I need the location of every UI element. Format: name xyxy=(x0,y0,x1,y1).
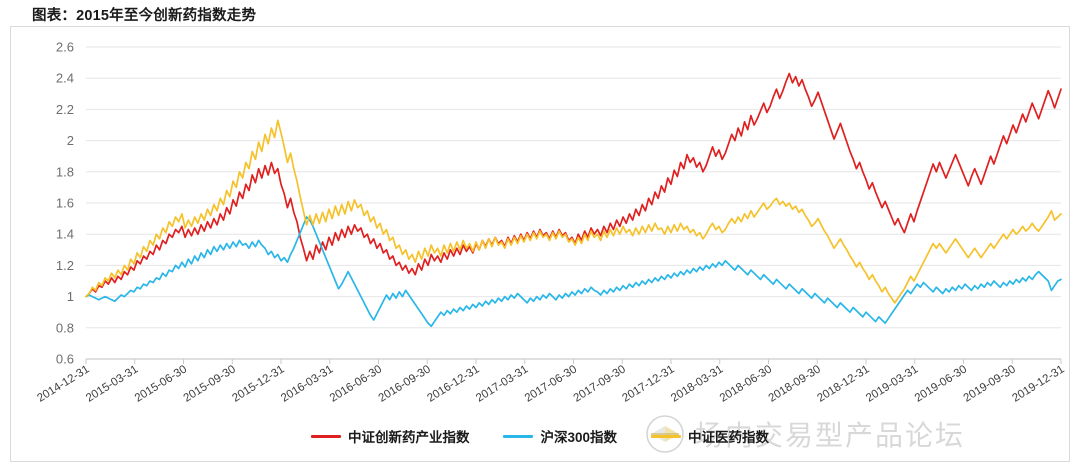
svg-text:2.2: 2.2 xyxy=(56,102,74,117)
legend-item-0[interactable]: 中证创新药产业指数 xyxy=(310,426,470,446)
x-axis-tick-labels: 2014-12-312015-03-312015-06-302015-09-30… xyxy=(35,363,1066,404)
svg-text:2019-06-30: 2019-06-30 xyxy=(913,363,969,404)
gridlines xyxy=(86,46,1061,360)
svg-text:2016-06-30: 2016-06-30 xyxy=(328,363,384,404)
svg-text:1: 1 xyxy=(67,289,74,304)
series-line-2 xyxy=(85,119,1062,304)
svg-text:2019-12-31: 2019-12-31 xyxy=(1010,363,1066,404)
svg-text:2016-09-30: 2016-09-30 xyxy=(377,363,433,404)
svg-text:2019-09-30: 2019-09-30 xyxy=(962,363,1018,404)
svg-text:2014-12-31: 2014-12-31 xyxy=(35,363,91,404)
svg-text:1.8: 1.8 xyxy=(56,164,74,179)
svg-text:2: 2 xyxy=(67,133,74,148)
chart-legend: 中证创新药产业指数 沪深300指数 中证医药指数 xyxy=(0,426,1080,446)
chart-title: 图表：2015年至今创新药指数走势 xyxy=(32,8,257,24)
svg-text:2018-06-30: 2018-06-30 xyxy=(718,363,774,404)
x-axis-tick-marks xyxy=(85,359,1062,364)
svg-text:2018-09-30: 2018-09-30 xyxy=(767,363,823,404)
svg-text:2016-03-31: 2016-03-31 xyxy=(279,363,335,404)
svg-text:2015-12-31: 2015-12-31 xyxy=(230,363,286,404)
line-chart-plot: 0.6 0.8 1 1.2 1.4 1.6 1.8 2 2.2 2.4 2.6 2014-12-31… xyxy=(35,40,1066,405)
svg-text:2.6: 2.6 xyxy=(56,40,74,55)
legend-label-2: 中证医药指数 xyxy=(688,430,770,445)
svg-text:2017-12-31: 2017-12-31 xyxy=(620,363,676,404)
legend-label-0: 中证创新药产业指数 xyxy=(347,430,470,445)
chart-card: 0.6 0.8 1 1.2 1.4 1.6 1.8 2 2.2 2.4 2.6 2014-12-31… xyxy=(10,26,1070,462)
legend-swatch-2 xyxy=(651,434,682,438)
svg-text:1.4: 1.4 xyxy=(56,227,74,242)
series-line-1 xyxy=(85,216,1062,328)
svg-text:1.6: 1.6 xyxy=(56,196,74,211)
legend-swatch-0 xyxy=(310,434,341,438)
svg-text:2017-03-31: 2017-03-31 xyxy=(474,363,530,404)
svg-text:2019-03-31: 2019-03-31 xyxy=(864,363,920,404)
svg-text:2015-09-30: 2015-09-30 xyxy=(182,363,238,404)
svg-text:2015-03-31: 2015-03-31 xyxy=(84,363,140,404)
svg-text:1.2: 1.2 xyxy=(56,258,74,273)
y-axis-tick-labels: 0.6 0.8 1 1.2 1.4 1.6 1.8 2 2.2 2.4 2.6 xyxy=(56,40,74,367)
svg-text:2017-09-30: 2017-09-30 xyxy=(572,363,628,404)
svg-text:2017-06-30: 2017-06-30 xyxy=(523,363,579,404)
legend-item-2[interactable]: 中证医药指数 xyxy=(651,426,769,446)
svg-text:2.4: 2.4 xyxy=(56,71,74,86)
svg-text:2016-12-31: 2016-12-31 xyxy=(425,363,481,404)
legend-swatch-1 xyxy=(503,434,534,438)
legend-item-1[interactable]: 沪深300指数 xyxy=(503,426,617,446)
svg-text:0.8: 0.8 xyxy=(56,320,74,335)
svg-text:2018-12-31: 2018-12-31 xyxy=(815,363,871,404)
legend-label-1: 沪深300指数 xyxy=(540,430,618,445)
series-lines xyxy=(85,72,1062,328)
svg-text:2015-06-30: 2015-06-30 xyxy=(133,363,189,404)
svg-text:0.6: 0.6 xyxy=(56,352,74,367)
svg-text:2018-03-31: 2018-03-31 xyxy=(669,363,725,404)
